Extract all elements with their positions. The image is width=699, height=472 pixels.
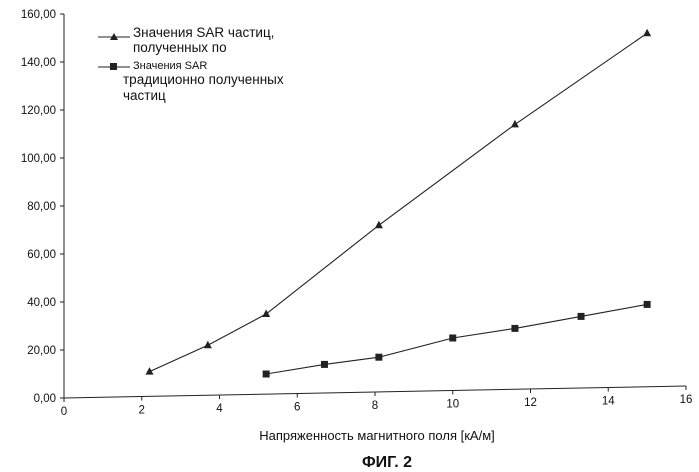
square-point bbox=[643, 300, 651, 308]
legend-label-2-line3: частиц bbox=[123, 88, 166, 103]
x-tick-label: 6 bbox=[294, 402, 300, 414]
triangle-point bbox=[203, 340, 212, 349]
legend-square-marker bbox=[110, 63, 117, 70]
series-layer bbox=[145, 28, 652, 378]
y-tick-label: 60,00 bbox=[27, 249, 56, 261]
x-axis-title: Напряженность магнитного поля [кА/м] bbox=[259, 428, 495, 443]
y-tick-label: 160,00 bbox=[21, 9, 56, 21]
x-axis: 0 2 4 6 8 10 12 14 16 bbox=[61, 385, 693, 418]
legend-triangle-marker bbox=[110, 33, 118, 40]
x-ticks: 0 2 4 6 8 10 12 14 16 bbox=[61, 386, 693, 418]
square-point bbox=[375, 353, 383, 361]
legend-label-1-line1: Значения SAR частиц, bbox=[133, 25, 274, 40]
y-tick-label: 40,00 bbox=[27, 297, 56, 309]
y-tick-label: 0,00 bbox=[34, 393, 56, 405]
square-point bbox=[449, 334, 457, 342]
square-point bbox=[577, 312, 585, 320]
triangle-point bbox=[643, 28, 652, 37]
y-tick-label: 120,00 bbox=[21, 105, 56, 117]
legend-label-1-line2: полученных по bbox=[133, 40, 227, 55]
square-point bbox=[320, 360, 328, 368]
y-tick-label: 80,00 bbox=[27, 201, 56, 213]
x-tick-label: 14 bbox=[602, 396, 615, 408]
triangle-point bbox=[510, 119, 519, 128]
legend-label-2-line2: традиционно полученных bbox=[123, 72, 284, 87]
x-tick-label: 16 bbox=[680, 394, 693, 406]
y-ticks: 0,00 20,00 40,00 60,00 80,00 100,00 120,00 140,… bbox=[21, 9, 64, 405]
x-tick-label: 12 bbox=[524, 397, 537, 409]
x-tick-label: 2 bbox=[139, 405, 145, 417]
x-tick-label: 8 bbox=[372, 400, 378, 412]
triangle-point bbox=[262, 309, 271, 317]
legend-label-2-line1: Значения SAR bbox=[133, 60, 207, 72]
series-2 bbox=[262, 300, 651, 378]
y-tick-label: 140,00 bbox=[21, 57, 56, 69]
legend-entry-2: Значения SAR традиционно полученных част… bbox=[98, 60, 284, 103]
triangle-point bbox=[374, 220, 383, 229]
square-point bbox=[262, 370, 270, 378]
y-axis: 0,00 20,00 40,00 60,00 80,00 100,00 120,00 140,… bbox=[21, 9, 65, 405]
x-tick-label: 4 bbox=[216, 403, 223, 415]
legend-entry-1: Значения SAR частиц, полученных по bbox=[98, 25, 274, 55]
x-tick-label: 10 bbox=[446, 399, 459, 411]
square-point bbox=[511, 324, 519, 332]
triangle-point bbox=[145, 367, 154, 375]
legend: Значения SAR частиц, полученных по Значе… bbox=[98, 25, 284, 103]
y-tick-label: 20,00 bbox=[27, 345, 56, 357]
y-tick-label: 100,00 bbox=[21, 153, 56, 165]
figure-label: ФИГ. 2 bbox=[362, 454, 412, 471]
series-1 bbox=[145, 28, 652, 375]
x-tick-label: 0 bbox=[61, 406, 67, 418]
series-line-1 bbox=[149, 32, 648, 373]
